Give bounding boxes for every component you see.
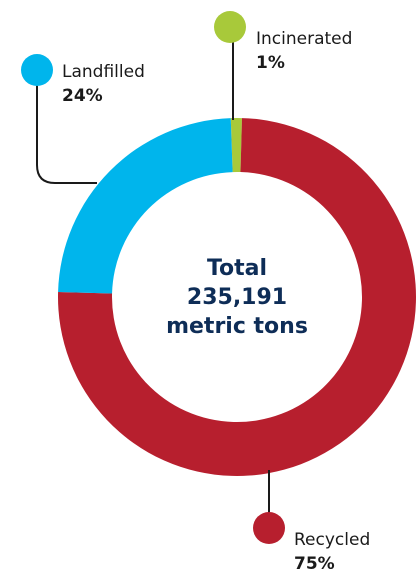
- leader-line-landfilled: [36, 70, 97, 184]
- legend-marker-incinerated: [214, 11, 246, 43]
- slice-incinerated: [230, 117, 242, 173]
- leader-lines: [21, 11, 285, 544]
- center-text-line-1: Total: [207, 256, 267, 281]
- center-text-line-3: metric tons: [166, 314, 308, 339]
- slice-label-incinerated: Incinerated: [256, 29, 352, 49]
- donut-slices: [57, 117, 416, 476]
- slice-value-incinerated: 1%: [256, 53, 285, 73]
- slice-landfilled: [58, 118, 233, 294]
- legend-marker-recycled: [253, 512, 285, 544]
- slice-value-recycled: 75%: [294, 554, 335, 570]
- slice-recycled: [57, 118, 416, 476]
- slice-label-recycled: Recycled: [294, 530, 370, 550]
- slice-labels: Landfilled 24% Incinerated 1% Recycled 75%: [62, 29, 370, 570]
- legend-marker-landfilled: [21, 54, 53, 86]
- center-total: Total 235,191 metric tons: [166, 256, 308, 339]
- center-text-line-2: 235,191: [187, 285, 287, 310]
- slice-label-landfilled: Landfilled: [62, 62, 145, 82]
- slice-value-landfilled: 24%: [62, 86, 103, 106]
